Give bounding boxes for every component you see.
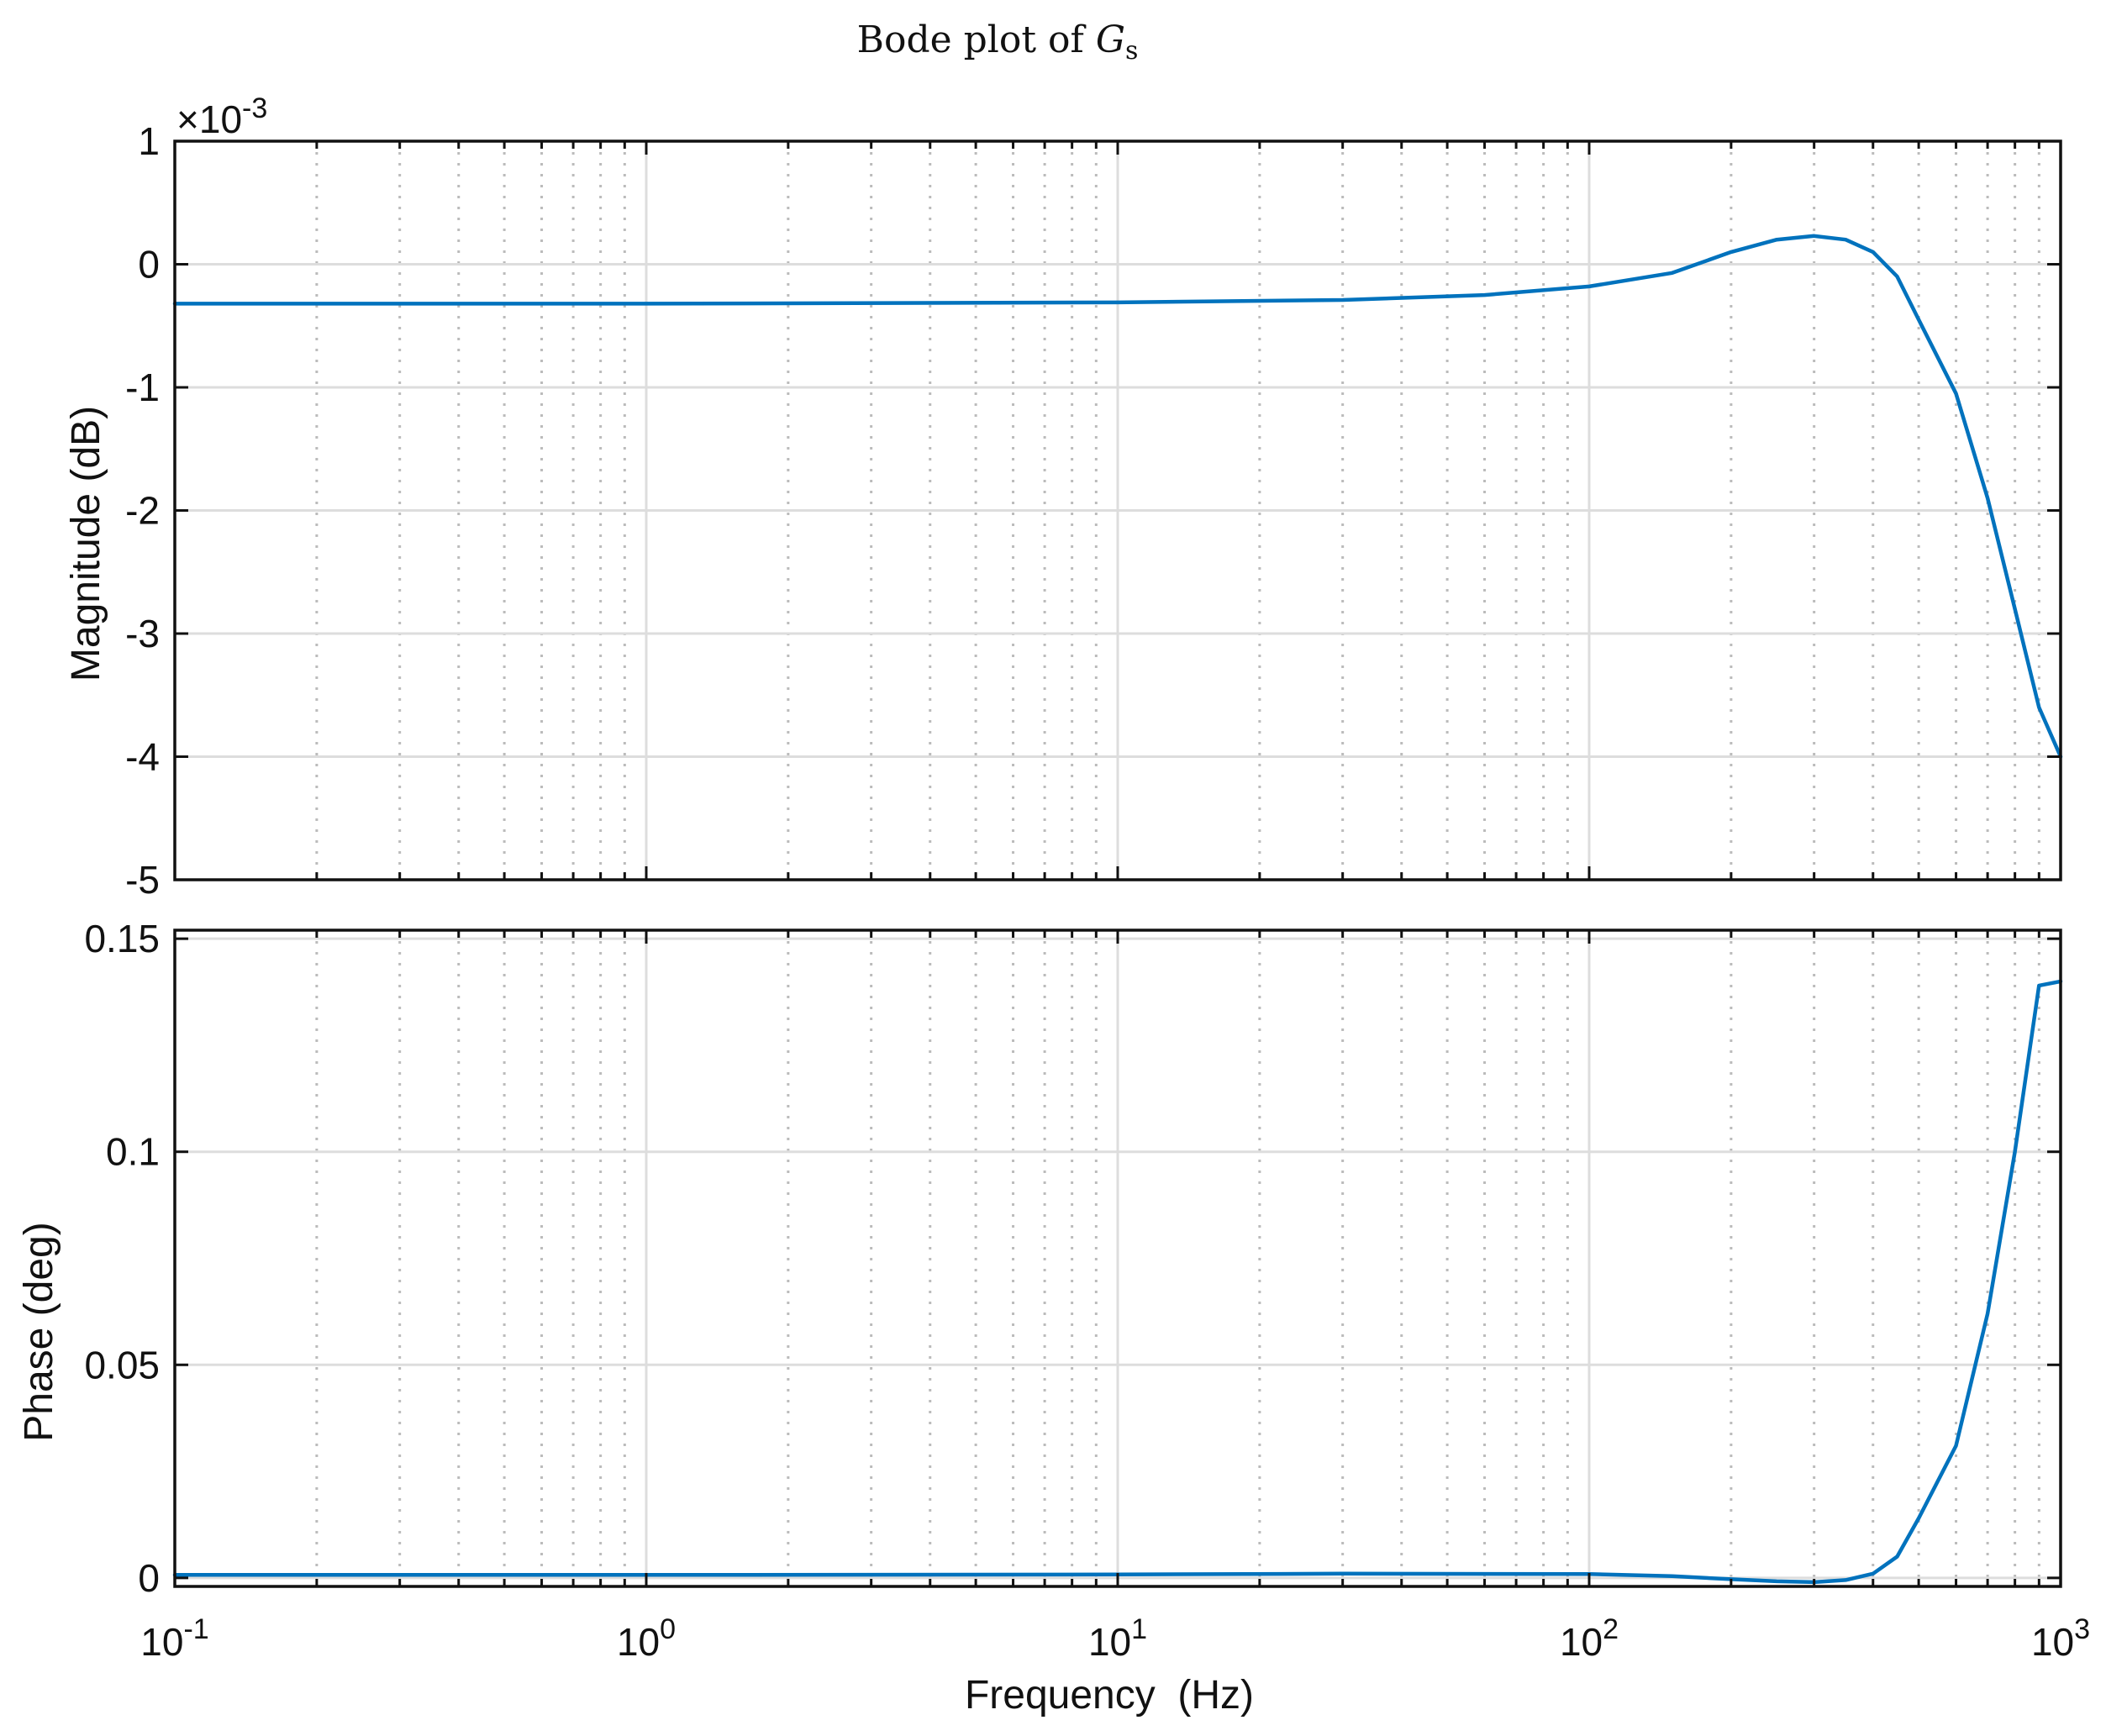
- x-tick-label: 103: [2031, 1613, 2090, 1664]
- magnitude-panel: 1 0 -1 -2 -3 -4 -5 ×10-3 Magnitude (dB): [64, 92, 2063, 902]
- magnitude-ticks: [173, 139, 2062, 881]
- y-tick-label: 0.15: [84, 917, 160, 960]
- phase-series: [172, 979, 2063, 1585]
- chart-title: Bode plot of Gs: [857, 18, 1139, 66]
- y-tick-label: -4: [125, 735, 160, 779]
- phase-y-axis-label: Phase (deg): [17, 1222, 61, 1442]
- phase-y-tick-labels: 0.15 0.1 0.05 0: [84, 917, 160, 1600]
- y-tick-label: 0: [138, 1556, 160, 1600]
- y-tick-label: -3: [125, 612, 160, 655]
- phase-panel: 0.15 0.1 0.05 0 10-1 100 101 102 103 Phase (deg…: [17, 917, 2090, 1718]
- phase-curve: [172, 979, 2063, 1585]
- x-tick-label: 101: [1088, 1613, 1147, 1664]
- phase-ticks: [173, 930, 2062, 1586]
- y-tick-label: -1: [125, 366, 160, 409]
- y-tick-label: 0.05: [84, 1343, 160, 1386]
- y-tick-label: -5: [125, 858, 160, 902]
- x-tick-label: 100: [617, 1613, 676, 1664]
- y-tick-label: 0.1: [106, 1130, 160, 1174]
- magnitude-y-axis-label: Magnitude (dB): [64, 406, 108, 681]
- frequency-x-axis-label: Frequency (Hz): [965, 1673, 1254, 1718]
- magnitude-curve: [172, 234, 2063, 759]
- magnitude-series: [172, 234, 2063, 759]
- x-tick-label: 102: [1560, 1613, 1619, 1664]
- magnitude-grid: [175, 141, 2061, 880]
- y-tick-label: -2: [125, 489, 160, 533]
- y-tick-label: 0: [138, 243, 160, 287]
- y-tick-label: 1: [138, 119, 160, 163]
- x-tick-label: 10-1: [140, 1613, 208, 1664]
- magnitude-exponent-label: ×10-3: [176, 92, 267, 141]
- magnitude-y-tick-labels: 1 0 -1 -2 -3 -4 -5: [125, 119, 160, 902]
- frequency-x-tick-labels: 10-1 100 101 102 103: [140, 1613, 2090, 1664]
- phase-grid: [175, 930, 2061, 1586]
